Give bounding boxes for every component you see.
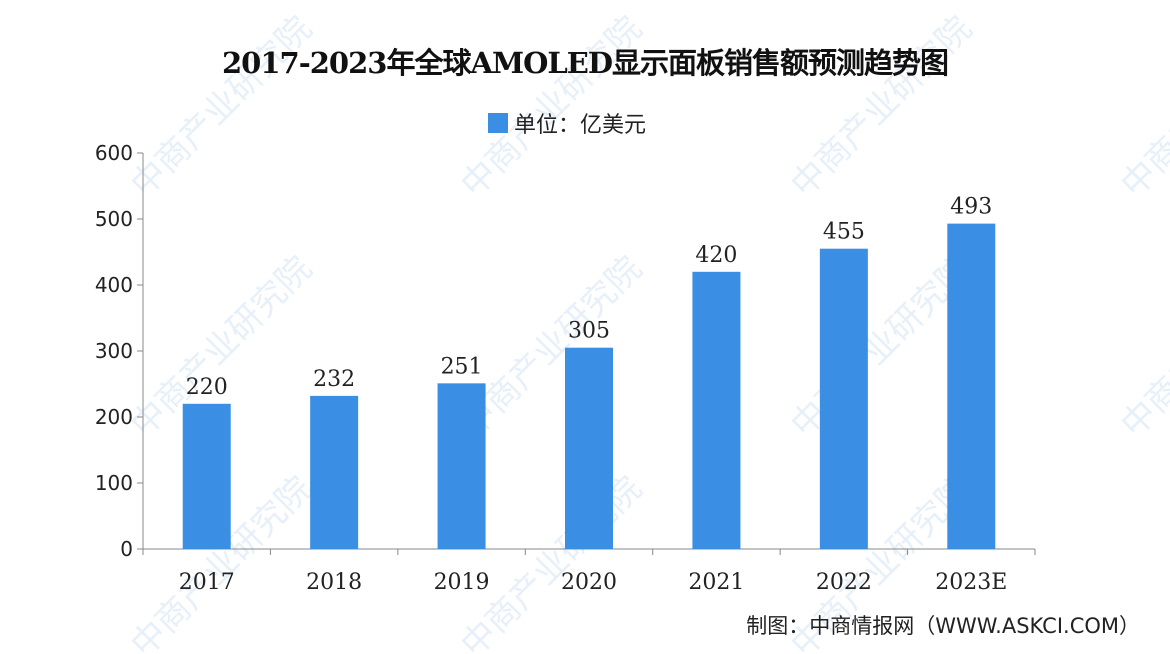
x-tick-label: 2021 [688, 570, 744, 595]
legend-label: 单位：亿美元 [514, 113, 647, 138]
bar-2017 [182, 403, 231, 549]
x-tick-label: 2018 [306, 570, 362, 595]
y-tick-label: 0 [120, 537, 133, 561]
source-note: 制图：中商情报网（WWW.ASKCI.COM） [746, 614, 1140, 638]
bar-2022 [819, 248, 868, 549]
data-label: 232 [313, 367, 355, 392]
x-tick-label: 2023E [935, 570, 1007, 595]
legend: 单位：亿美元 [488, 107, 646, 139]
x-tick-label: 2022 [816, 570, 872, 595]
legend-swatch [488, 113, 508, 133]
x-tick-label: 2017 [179, 570, 235, 595]
y-tick-label: 400 [95, 273, 133, 297]
x-tick-label: 2020 [561, 570, 617, 595]
data-label: 420 [695, 243, 737, 268]
data-label: 251 [441, 354, 483, 379]
data-label: 220 [186, 375, 228, 400]
y-tick-label: 200 [95, 405, 133, 429]
bar-2023E [947, 223, 996, 549]
chart-title: 2017-2023年全球AMOLED显示面板销售额预测趋势图 [222, 46, 949, 80]
y-tick-label: 500 [95, 207, 133, 231]
bar-2018 [310, 395, 359, 549]
x-tick-label: 2019 [434, 570, 490, 595]
bar-2020 [565, 347, 613, 549]
bar-2021 [692, 271, 741, 549]
data-label: 455 [823, 220, 865, 245]
data-label: 305 [568, 319, 610, 344]
bar-2019 [437, 383, 486, 549]
y-tick-label: 100 [95, 471, 133, 495]
y-tick-label: 300 [95, 339, 133, 363]
data-label: 493 [950, 195, 992, 220]
y-tick-label: 600 [95, 141, 133, 165]
